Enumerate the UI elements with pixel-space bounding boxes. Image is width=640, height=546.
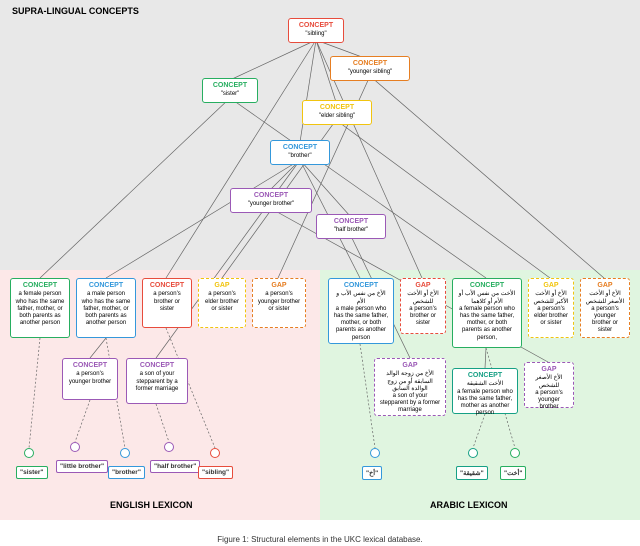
word: "أخ" <box>362 466 382 480</box>
concept-a_fsis: CONCEPTالأخت الشقيقةa female person who … <box>452 368 518 414</box>
concept-e_halfbro: CONCEPTa son of your stepparent by a for… <box>126 358 188 404</box>
concept-e_sister: CONCEPTa female person who has the same … <box>10 278 70 338</box>
word: "sibling" <box>198 466 233 479</box>
word: "sister" <box>16 466 48 479</box>
concept-a_sis: CONCEPTالأخت من نفس الأب أو الأم أو كلاه… <box>452 278 522 348</box>
concept-a_bro: CONCEPTالأخ من نفس الأب و الأمa male per… <box>328 278 394 344</box>
concept-e_ybro: CONCEPTa person's younger brother <box>62 358 118 400</box>
concept-ybro: CONCEPT"younger brother" <box>230 188 312 213</box>
word: "brother" <box>108 466 145 479</box>
arabic-title: ARABIC LEXICON <box>430 500 508 510</box>
concept-e_sibling: CONCEPTa person's brother or sister <box>142 278 192 328</box>
connector-circle <box>120 448 130 458</box>
connector-circle <box>210 448 220 458</box>
connector-circle <box>70 442 80 452</box>
word: "little brother" <box>56 460 108 473</box>
concept-ysib: CONCEPT"younger sibling" <box>330 56 410 81</box>
connector-circle <box>164 442 174 452</box>
concept-sister: CONCEPT"sister" <box>202 78 258 103</box>
concept-sibling: CONCEPT"sibling" <box>288 18 344 43</box>
concept-esib: CONCEPT"elder sibling" <box>302 100 372 125</box>
connector-circle <box>24 448 34 458</box>
concept-e_gap_younger: GAPa person's younger brother or sister <box>252 278 306 328</box>
concept-a_gap_y: GAPالأخ أو الأخت الأصغر للشخصa person's … <box>580 278 630 338</box>
concept-e_brother: CONCEPTa male person who has the same fa… <box>76 278 136 338</box>
concept-a_gap_ybro: GAPالأخ الأصغر للشخصa person's younger b… <box>524 362 574 408</box>
concept-e_gap_elder: GAPa person's elder brother or sister <box>198 278 246 328</box>
concept-brother: CONCEPT"brother" <box>270 140 330 165</box>
word: "أخت" <box>500 466 526 480</box>
english-title: ENGLISH LEXICON <box>110 500 193 510</box>
connector-circle <box>510 448 520 458</box>
concept-a_gap_half: GAPالأخ من زوجة الوالد السابقة أو من زوج… <box>374 358 446 416</box>
connector-circle <box>468 448 478 458</box>
concept-a_gap_eld: GAPالأخ أو الأخت الأكبر للشخصa person's … <box>528 278 574 338</box>
concept-halfbro: CONCEPT"half brother" <box>316 214 386 239</box>
word: "شقيقة" <box>456 466 488 480</box>
word: "half brother" <box>150 460 200 473</box>
concept-a_gap_sib: GAPالأخ أو الأخت للشخصa person's brother… <box>400 278 446 334</box>
connector-circle <box>370 448 380 458</box>
supra-title: SUPRA-LINGUAL CONCEPTS <box>12 6 139 16</box>
figure-caption: Figure 1: Structural elements in the UKC… <box>0 535 640 544</box>
